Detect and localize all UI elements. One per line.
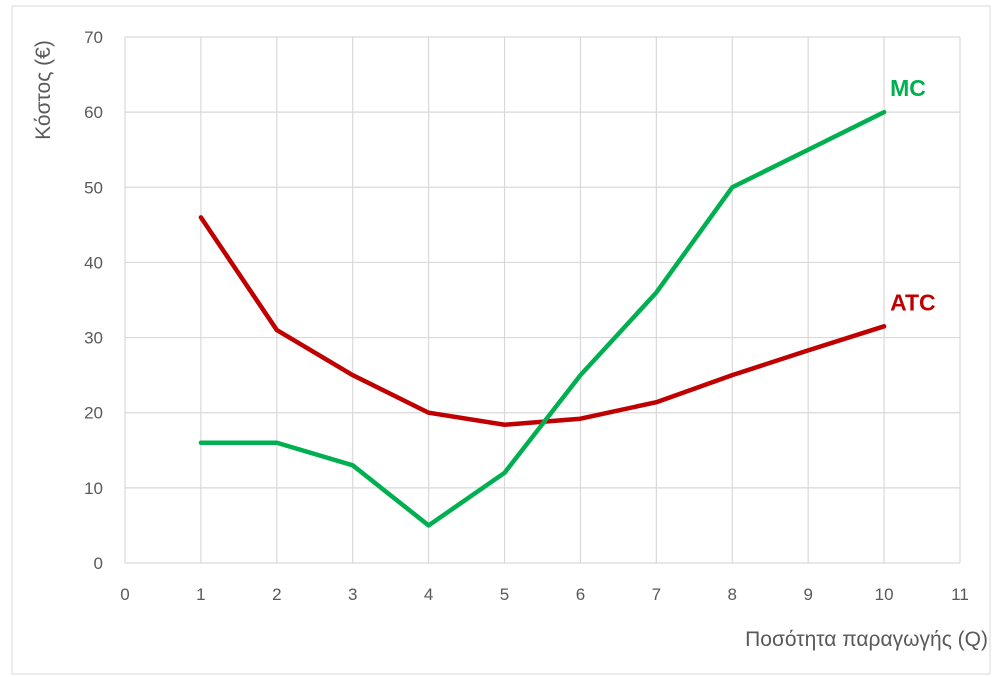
- series-line-mc: [198, 109, 887, 528]
- series-label-atc: ATC: [890, 289, 936, 315]
- y-tick-label: 0: [94, 554, 103, 573]
- y-tick-label: 50: [84, 178, 103, 197]
- y-tick-label: 60: [84, 103, 103, 122]
- grid: [124, 36, 961, 564]
- x-tick-label: 3: [348, 585, 357, 604]
- tick-labels: 0 10 20 30 40 50 60 70 0 1 2 3 4 5 6 7 8 9 10 11: [84, 28, 969, 604]
- x-axis-title: Ποσότητα παραγωγής (Q): [745, 628, 988, 651]
- x-tick-label: 11: [951, 585, 969, 604]
- y-tick-label: 40: [84, 253, 103, 272]
- series-labels: ATC MC: [890, 75, 936, 315]
- x-tick-label: 7: [652, 585, 661, 604]
- series-lines: [198, 109, 887, 528]
- y-tick-label: 10: [84, 479, 103, 498]
- x-tick-label: 10: [875, 585, 894, 604]
- x-tick-label: 4: [424, 585, 433, 604]
- x-tick-label: 9: [803, 585, 812, 604]
- x-tick-label: 2: [272, 585, 281, 604]
- x-tick-label: 6: [576, 585, 585, 604]
- y-tick-label: 30: [84, 329, 103, 348]
- y-tick-label: 70: [84, 28, 103, 47]
- series-label-mc: MC: [890, 75, 926, 101]
- y-axis-title: Κόστος (€): [32, 40, 55, 140]
- x-tick-label: 1: [196, 585, 205, 604]
- y-tick-label: 20: [84, 404, 103, 423]
- x-tick-label: 0: [120, 585, 129, 604]
- x-tick-label: 8: [728, 585, 737, 604]
- x-tick-label: 5: [500, 585, 509, 604]
